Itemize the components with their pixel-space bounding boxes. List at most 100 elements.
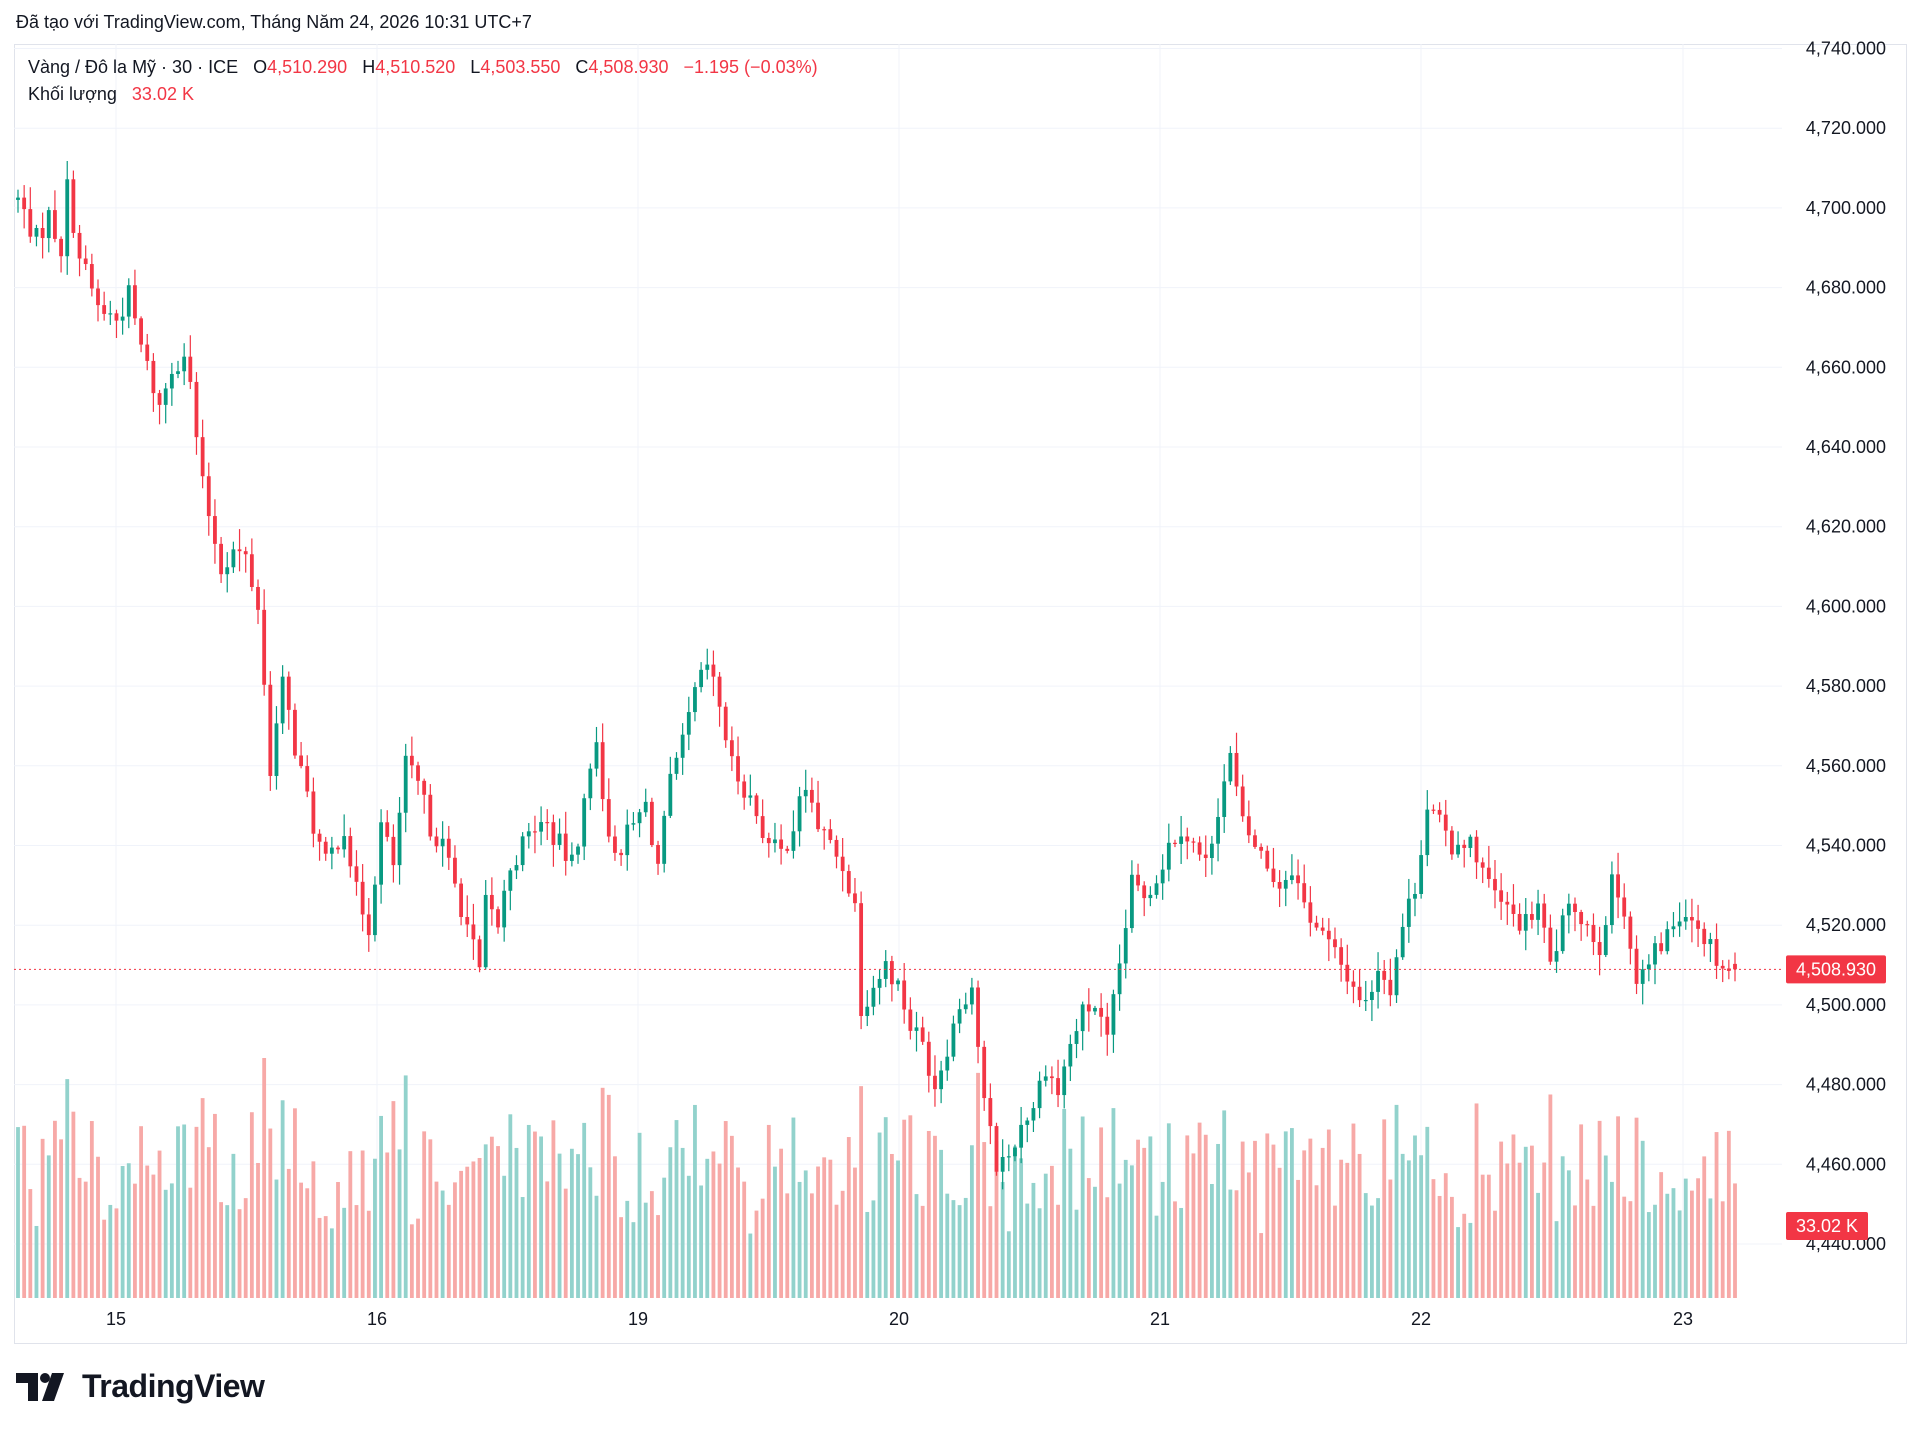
- volume-bar: [748, 1233, 753, 1298]
- volume-bar: [631, 1222, 636, 1298]
- candle-body: [896, 980, 900, 985]
- candle-body: [249, 554, 254, 587]
- volume-bar: [760, 1198, 765, 1298]
- volume-bar: [840, 1190, 845, 1298]
- candle-body: [1523, 914, 1528, 931]
- candle-body: [963, 1004, 968, 1010]
- candle-body: [508, 870, 513, 891]
- volume-bar: [1480, 1174, 1485, 1298]
- volume-bar: [1203, 1134, 1208, 1298]
- candle-body: [1726, 968, 1731, 971]
- volume-bar: [286, 1168, 291, 1298]
- candle-body: [366, 914, 371, 936]
- candle-body: [1597, 942, 1602, 956]
- volume-bar: [428, 1139, 433, 1298]
- y-tick-label: 4,640.000: [1806, 437, 1886, 457]
- volume-bar: [514, 1147, 519, 1298]
- candle-body: [600, 742, 605, 800]
- candle-body: [280, 676, 285, 724]
- volume-bar: [809, 1193, 814, 1298]
- volume-bar: [853, 1167, 857, 1298]
- volume-bar: [1653, 1204, 1657, 1298]
- volume-bar: [465, 1166, 470, 1298]
- candle-body: [348, 836, 353, 867]
- volume-bar: [1049, 1165, 1054, 1298]
- candle-body: [785, 848, 790, 851]
- candle-body: [1511, 904, 1516, 914]
- candle-body: [1345, 964, 1350, 982]
- candle-body: [1160, 869, 1165, 884]
- volume-bar: [422, 1131, 427, 1298]
- volume-bar: [803, 1170, 808, 1298]
- volume-bar: [1450, 1196, 1454, 1298]
- legend-ohlc-row: Vàng / Đô la Mỹ · 30 · ICE O4,510.290 H4…: [28, 54, 818, 81]
- volume-bar: [920, 1205, 925, 1298]
- last-volume-tag-label: 33.02 K: [1796, 1216, 1858, 1236]
- candle-body: [926, 1041, 931, 1076]
- candle-body: [748, 795, 753, 798]
- candle-body: [729, 740, 734, 757]
- volume-bar: [1062, 1108, 1067, 1298]
- candle-body: [1308, 902, 1313, 923]
- volume-bar: [46, 1155, 51, 1298]
- candle-body: [1203, 854, 1208, 859]
- candle-body: [225, 567, 230, 575]
- volume-bar: [1148, 1136, 1153, 1298]
- volume-bar: [1326, 1129, 1331, 1298]
- volume-bar: [1523, 1146, 1528, 1298]
- candle-body: [157, 393, 162, 405]
- volume-bar: [53, 1120, 57, 1298]
- candle-body: [1622, 897, 1627, 917]
- volume-bar: [1462, 1213, 1467, 1298]
- volume-bar: [194, 1126, 199, 1298]
- candle-body: [323, 841, 328, 854]
- legend-close-value: 4,508.930: [588, 57, 669, 77]
- y-tick-label: 4,680.000: [1806, 278, 1886, 298]
- volume-bar: [1006, 1231, 1011, 1298]
- volume-bar: [606, 1094, 611, 1298]
- volume-bar: [213, 1113, 217, 1298]
- volume-bar: [576, 1154, 580, 1298]
- candle-body: [1179, 836, 1184, 844]
- candle-body: [213, 516, 217, 544]
- candle-body: [1062, 1066, 1067, 1096]
- candle-body: [674, 757, 679, 774]
- candle-body: [1197, 842, 1202, 855]
- volume-bar: [1542, 1162, 1547, 1298]
- candle-body: [1536, 903, 1540, 920]
- candle-body: [1271, 868, 1276, 883]
- volume-bar: [1610, 1181, 1614, 1298]
- volume-bar: [742, 1181, 747, 1298]
- volume-bar: [360, 1150, 365, 1298]
- candle-body: [1049, 1076, 1054, 1079]
- candle-body: [822, 829, 827, 831]
- candle-body: [840, 856, 845, 872]
- volume-bar: [563, 1188, 568, 1298]
- legend-volume-row: Khối lượng 33.02 K: [28, 81, 818, 108]
- volume-bar: [336, 1182, 340, 1298]
- volume-bar: [1499, 1141, 1504, 1298]
- volume-bar: [723, 1121, 728, 1298]
- candle-body: [1228, 752, 1233, 782]
- volume-bar: [643, 1202, 648, 1298]
- candle-body: [1265, 850, 1270, 869]
- candle-body: [1542, 903, 1547, 928]
- candle-body: [1560, 915, 1565, 952]
- legend-symbol[interactable]: Vàng / Đô la Mỹ · 30 · ICE: [28, 57, 239, 77]
- volume-bar: [1388, 1179, 1393, 1298]
- candle-body: [1105, 1016, 1110, 1035]
- grid-lines: [14, 44, 1782, 1298]
- candle-body: [1554, 951, 1559, 962]
- candle-body: [206, 476, 211, 517]
- volume-bar: [1123, 1159, 1128, 1298]
- volume-bar: [1474, 1103, 1479, 1298]
- candle-body: [754, 795, 759, 817]
- volume-bar: [1634, 1117, 1639, 1298]
- legend-high-label: H: [362, 57, 376, 77]
- tradingview-logo[interactable]: TradingView: [16, 1368, 265, 1405]
- volume-bar: [637, 1132, 642, 1298]
- volume-bar: [889, 1153, 894, 1298]
- volume-bar: [416, 1218, 420, 1298]
- candle-body: [354, 866, 359, 882]
